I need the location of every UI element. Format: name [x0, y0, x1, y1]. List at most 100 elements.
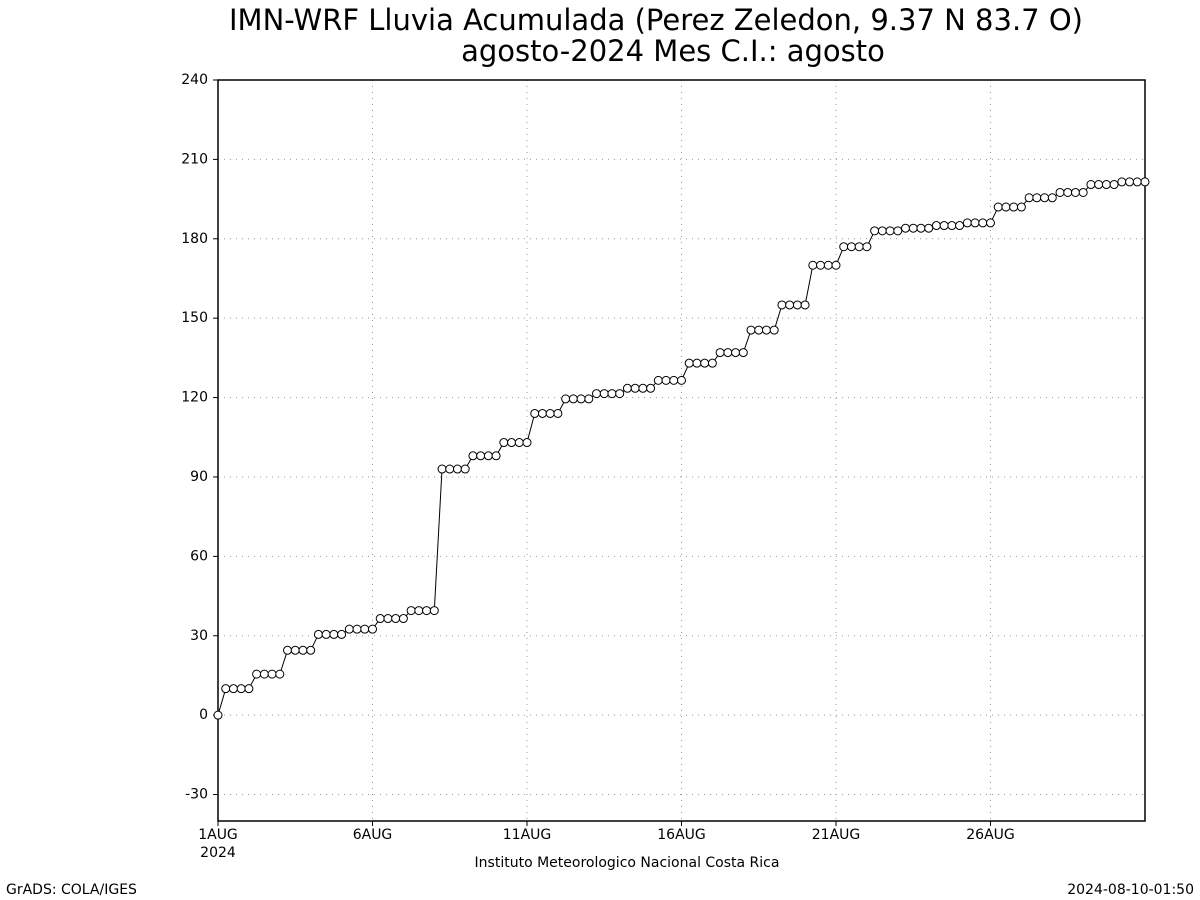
- data-point: [978, 218, 988, 228]
- data-point: [275, 669, 285, 679]
- data-point: [1055, 187, 1065, 197]
- data-point: [731, 348, 741, 358]
- chart-subtitle: agosto-2024 Mes C.I.: agosto: [461, 34, 885, 68]
- y-tick-label: 180: [181, 231, 208, 247]
- data-point: [816, 260, 826, 270]
- y-tick-label: 0: [199, 707, 208, 723]
- x-tick-label: 16AUG: [657, 827, 706, 843]
- data-point: [1040, 193, 1050, 203]
- data-point: [452, 464, 462, 474]
- data-point: [769, 325, 779, 335]
- data-point: [846, 242, 856, 252]
- data-point: [862, 242, 872, 252]
- data-point: [429, 606, 439, 616]
- y-tick-label: 240: [181, 72, 208, 88]
- data-point: [352, 624, 362, 634]
- data-point: [599, 389, 609, 399]
- data-point: [1125, 177, 1135, 187]
- data-point: [1009, 202, 1019, 212]
- data-point: [383, 614, 393, 624]
- data-point: [761, 325, 771, 335]
- data-point: [344, 624, 354, 634]
- data-point: [1070, 187, 1080, 197]
- data-point: [1094, 180, 1104, 190]
- data-point: [1132, 177, 1142, 187]
- data-point: [777, 300, 787, 310]
- data-point: [870, 226, 880, 236]
- data-point: [375, 614, 385, 624]
- data-point: [360, 624, 370, 634]
- data-point: [592, 389, 602, 399]
- data-point: [1016, 202, 1026, 212]
- data-point: [1140, 177, 1150, 187]
- data-point: [460, 464, 470, 474]
- data-point: [298, 645, 308, 655]
- x-tick-label: 6AUG: [353, 827, 393, 843]
- data-point: [931, 221, 941, 231]
- data-point: [252, 669, 262, 679]
- data-point: [213, 710, 223, 720]
- data-point: [584, 394, 594, 404]
- y-tick-label: 210: [181, 151, 208, 167]
- data-point: [530, 408, 540, 418]
- x-tick-label: 21AUG: [812, 827, 861, 843]
- data-point: [615, 389, 625, 399]
- data-point: [1063, 187, 1073, 197]
- data-point: [476, 451, 486, 461]
- data-point: [792, 300, 802, 310]
- data-point: [877, 226, 887, 236]
- data-point: [962, 218, 972, 228]
- data-point: [1078, 187, 1088, 197]
- data-point: [723, 348, 733, 358]
- data-point: [607, 389, 617, 399]
- data-point: [955, 221, 965, 231]
- data-point: [259, 669, 269, 679]
- data-point: [537, 408, 547, 418]
- data-point: [754, 325, 764, 335]
- data-point: [337, 629, 347, 639]
- data-point: [831, 260, 841, 270]
- y-tick-label: 150: [181, 310, 208, 326]
- data-point: [854, 242, 864, 252]
- data-point: [553, 408, 563, 418]
- data-point: [445, 464, 455, 474]
- data-point: [677, 375, 686, 385]
- data-point: [414, 606, 424, 616]
- data-point: [630, 383, 640, 393]
- data-point: [893, 226, 903, 236]
- data-point: [916, 223, 926, 233]
- data-point: [638, 383, 648, 393]
- data-point: [808, 260, 818, 270]
- data-point: [908, 223, 918, 233]
- data-point: [800, 300, 810, 310]
- data-point: [823, 260, 833, 270]
- x-tick-label: 26AUG: [966, 827, 1015, 843]
- y-tick-label: 90: [190, 469, 208, 485]
- data-point: [313, 629, 323, 639]
- data-point: [746, 325, 756, 335]
- data-point: [947, 221, 957, 231]
- data-point: [970, 218, 980, 228]
- data-point: [221, 684, 231, 694]
- data-point: [653, 375, 663, 385]
- x-tick-label: 1AUG: [198, 827, 238, 843]
- data-point: [939, 221, 949, 231]
- data-point: [885, 226, 895, 236]
- data-point: [700, 358, 710, 368]
- data-point: [1032, 193, 1042, 203]
- data-point: [406, 606, 416, 616]
- data-point: [576, 394, 586, 404]
- data-point: [924, 223, 934, 233]
- data-point: [1024, 193, 1034, 203]
- data-point: [522, 438, 532, 448]
- data-point: [646, 383, 656, 393]
- data-point: [1047, 193, 1057, 203]
- data-point: [321, 629, 331, 639]
- data-point: [483, 451, 493, 461]
- data-point: [514, 438, 524, 448]
- data-point: [1001, 202, 1011, 212]
- data-point: [290, 645, 300, 655]
- data-point: [661, 375, 671, 385]
- software-note: GrADS: COLA/IGES: [6, 882, 137, 898]
